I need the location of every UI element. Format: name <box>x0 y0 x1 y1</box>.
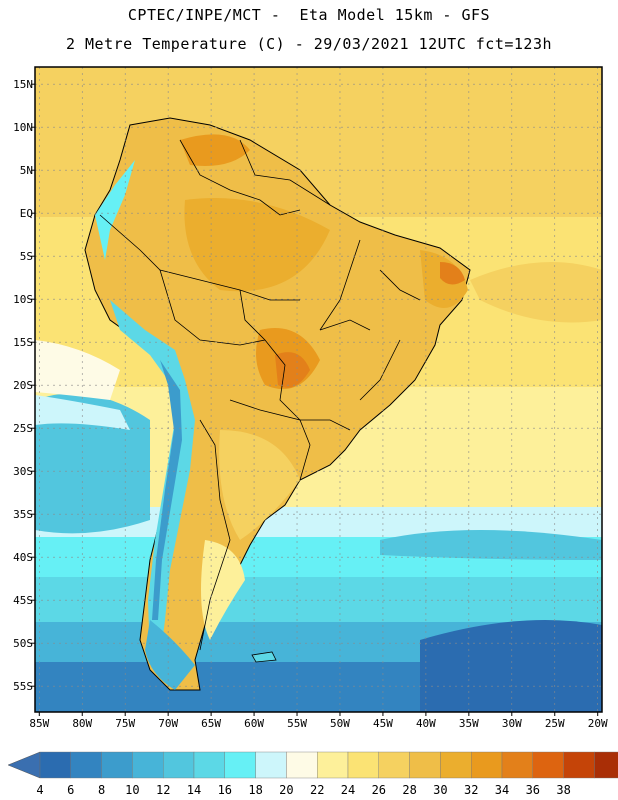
colorbar-swatch <box>378 751 410 779</box>
lat-label: 5N <box>20 164 33 177</box>
title-line-1: CPTEC/INPE/MCT - Eta Model 15km - GFS <box>127 6 491 24</box>
colorbar-label: 12 <box>156 783 170 797</box>
longitude-labels: 85W 80W 75W 70W 65W 60W 55W 50W 45W 40W 35W 30W 25W 2… <box>29 717 608 730</box>
lon-label: 85W <box>29 717 49 730</box>
lat-label: 20S <box>13 379 33 392</box>
lon-label: 35W <box>459 717 479 730</box>
colorbar-swatch <box>409 751 441 779</box>
lon-label: 60W <box>244 717 264 730</box>
lon-label: 55W <box>287 717 307 730</box>
colorbar-swatch <box>317 751 349 779</box>
colorbar-label: 30 <box>433 783 447 797</box>
lon-label: 50W <box>330 717 350 730</box>
lat-label: 5S <box>20 250 33 263</box>
colorbar-swatch <box>563 751 595 779</box>
lon-label: 65W <box>201 717 221 730</box>
colorbar-label: 16 <box>218 783 232 797</box>
colorbar-swatch <box>532 751 564 779</box>
colorbar-swatch <box>39 751 71 779</box>
colorbar-label: 20 <box>279 783 293 797</box>
lat-label: 45S <box>13 594 33 607</box>
lon-label: 75W <box>115 717 135 730</box>
colorbar-swatch <box>501 751 533 779</box>
lat-label: 15S <box>13 336 33 349</box>
lon-label: 45W <box>373 717 393 730</box>
axis-ticks <box>31 83 599 716</box>
colorbar-label: 14 <box>187 783 201 797</box>
colorbar-label: 6 <box>67 783 74 797</box>
colorbar-label: 24 <box>341 783 355 797</box>
graticule <box>35 67 602 712</box>
colorbar-label: 10 <box>125 783 139 797</box>
colorbar-swatch <box>347 751 379 779</box>
colorbar-swatch <box>286 751 318 779</box>
colorbar-label: 26 <box>372 783 386 797</box>
lat-label: 15N <box>13 78 33 91</box>
lat-label: 35S <box>13 508 33 521</box>
lon-label: 70W <box>158 717 178 730</box>
country-borders <box>99 139 421 651</box>
title-line-2: 2 Metre Temperature (C) - 29/03/2021 12U… <box>65 35 553 53</box>
colorbar-label: 18 <box>248 783 262 797</box>
lat-label: 40S <box>13 551 33 564</box>
colorbar: 4 6 8 10 12 14 16 18 20 22 24 26 28 30 32 34 36 38 <box>7 751 618 797</box>
colorbar-label: 22 <box>310 783 324 797</box>
colorbar-swatch <box>224 751 256 779</box>
lon-label: 20W <box>588 717 608 730</box>
colorbar-label: 4 <box>36 783 43 797</box>
lon-label: 30W <box>502 717 522 730</box>
lat-label: 55S <box>13 680 33 693</box>
colorbar-label: 34 <box>495 783 509 797</box>
map-frame <box>34 66 603 713</box>
colorbar-swatch <box>70 751 102 779</box>
colorbar-label: 32 <box>464 783 478 797</box>
lat-label: 10S <box>13 293 33 306</box>
temperature-map: 15N 10N 5N EQ 5S 10S 15S 20S 25S 30S 35S 40S 45S 50S 5… <box>13 66 608 730</box>
colorbar-swatch <box>471 751 503 779</box>
latitude-labels: 15N 10N 5N EQ 5S 10S 15S 20S 25S 30S 35S 40S 45S 50S 5… <box>13 78 33 693</box>
colorbar-swatch <box>193 751 225 779</box>
colorbar-swatch <box>594 751 618 779</box>
lat-label: 50S <box>13 637 33 650</box>
colorbar-swatch <box>162 751 195 779</box>
colorbar-label: 8 <box>98 783 105 797</box>
lon-label: 40W <box>416 717 436 730</box>
lon-label: 25W <box>545 717 565 730</box>
lat-label: 25S <box>13 422 33 435</box>
colorbar-label: 28 <box>402 783 416 797</box>
colorbar-label: 36 <box>526 783 540 797</box>
colorbar-swatch <box>101 751 133 779</box>
lon-label: 80W <box>72 717 92 730</box>
lat-label: 30S <box>13 465 33 478</box>
lat-label: 10N <box>13 121 33 134</box>
lat-label: EQ <box>20 207 33 220</box>
colorbar-swatch <box>132 751 164 779</box>
temperature-field <box>35 67 602 712</box>
colorbar-low-arrow <box>7 751 41 779</box>
colorbar-swatch <box>255 751 287 779</box>
colorbar-label: 38 <box>556 783 570 797</box>
colorbar-swatch <box>440 751 472 779</box>
